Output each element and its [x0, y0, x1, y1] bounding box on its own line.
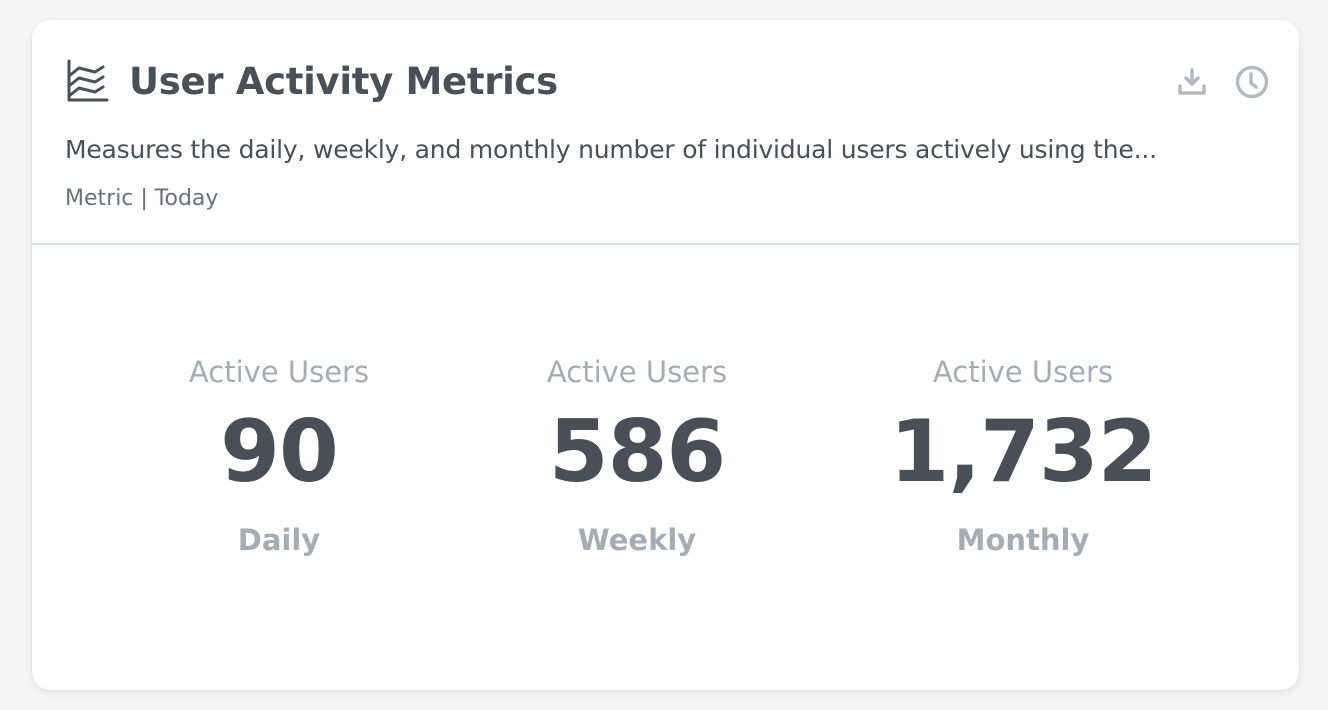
- metric-period: Monthly: [956, 523, 1090, 557]
- line-chart-icon: [65, 58, 109, 104]
- metric-value: 1,732: [889, 402, 1157, 502]
- clock-icon: [1235, 65, 1269, 103]
- card-description: Measures the daily, weekly, and monthly …: [65, 135, 1157, 164]
- title-row: User Activity Metrics: [65, 58, 558, 104]
- metric-period: Daily: [237, 523, 321, 557]
- card-title: User Activity Metrics: [129, 59, 558, 103]
- download-icon: [1177, 67, 1207, 101]
- metric-label: Active Users: [546, 355, 728, 389]
- user-activity-metrics-card: User Activity Metrics: [32, 20, 1299, 690]
- metric-label: Active Users: [932, 355, 1114, 389]
- metric-label: Active Users: [188, 355, 370, 389]
- metric-period: Weekly: [577, 523, 697, 557]
- history-button[interactable]: [1235, 65, 1269, 103]
- card-header: User Activity Metrics: [32, 20, 1299, 245]
- metric-value: 586: [548, 402, 727, 502]
- card-meta: Metric | Today: [65, 186, 219, 211]
- download-button[interactable]: [1175, 67, 1209, 101]
- metric-weekly: Active Users 586 Weekly: [547, 350, 727, 562]
- metric-value: 90: [220, 402, 339, 502]
- metric-daily: Active Users 90 Daily: [189, 350, 369, 562]
- metric-monthly: Active Users 1,732 Monthly: [889, 350, 1157, 562]
- card-actions: [1175, 65, 1269, 103]
